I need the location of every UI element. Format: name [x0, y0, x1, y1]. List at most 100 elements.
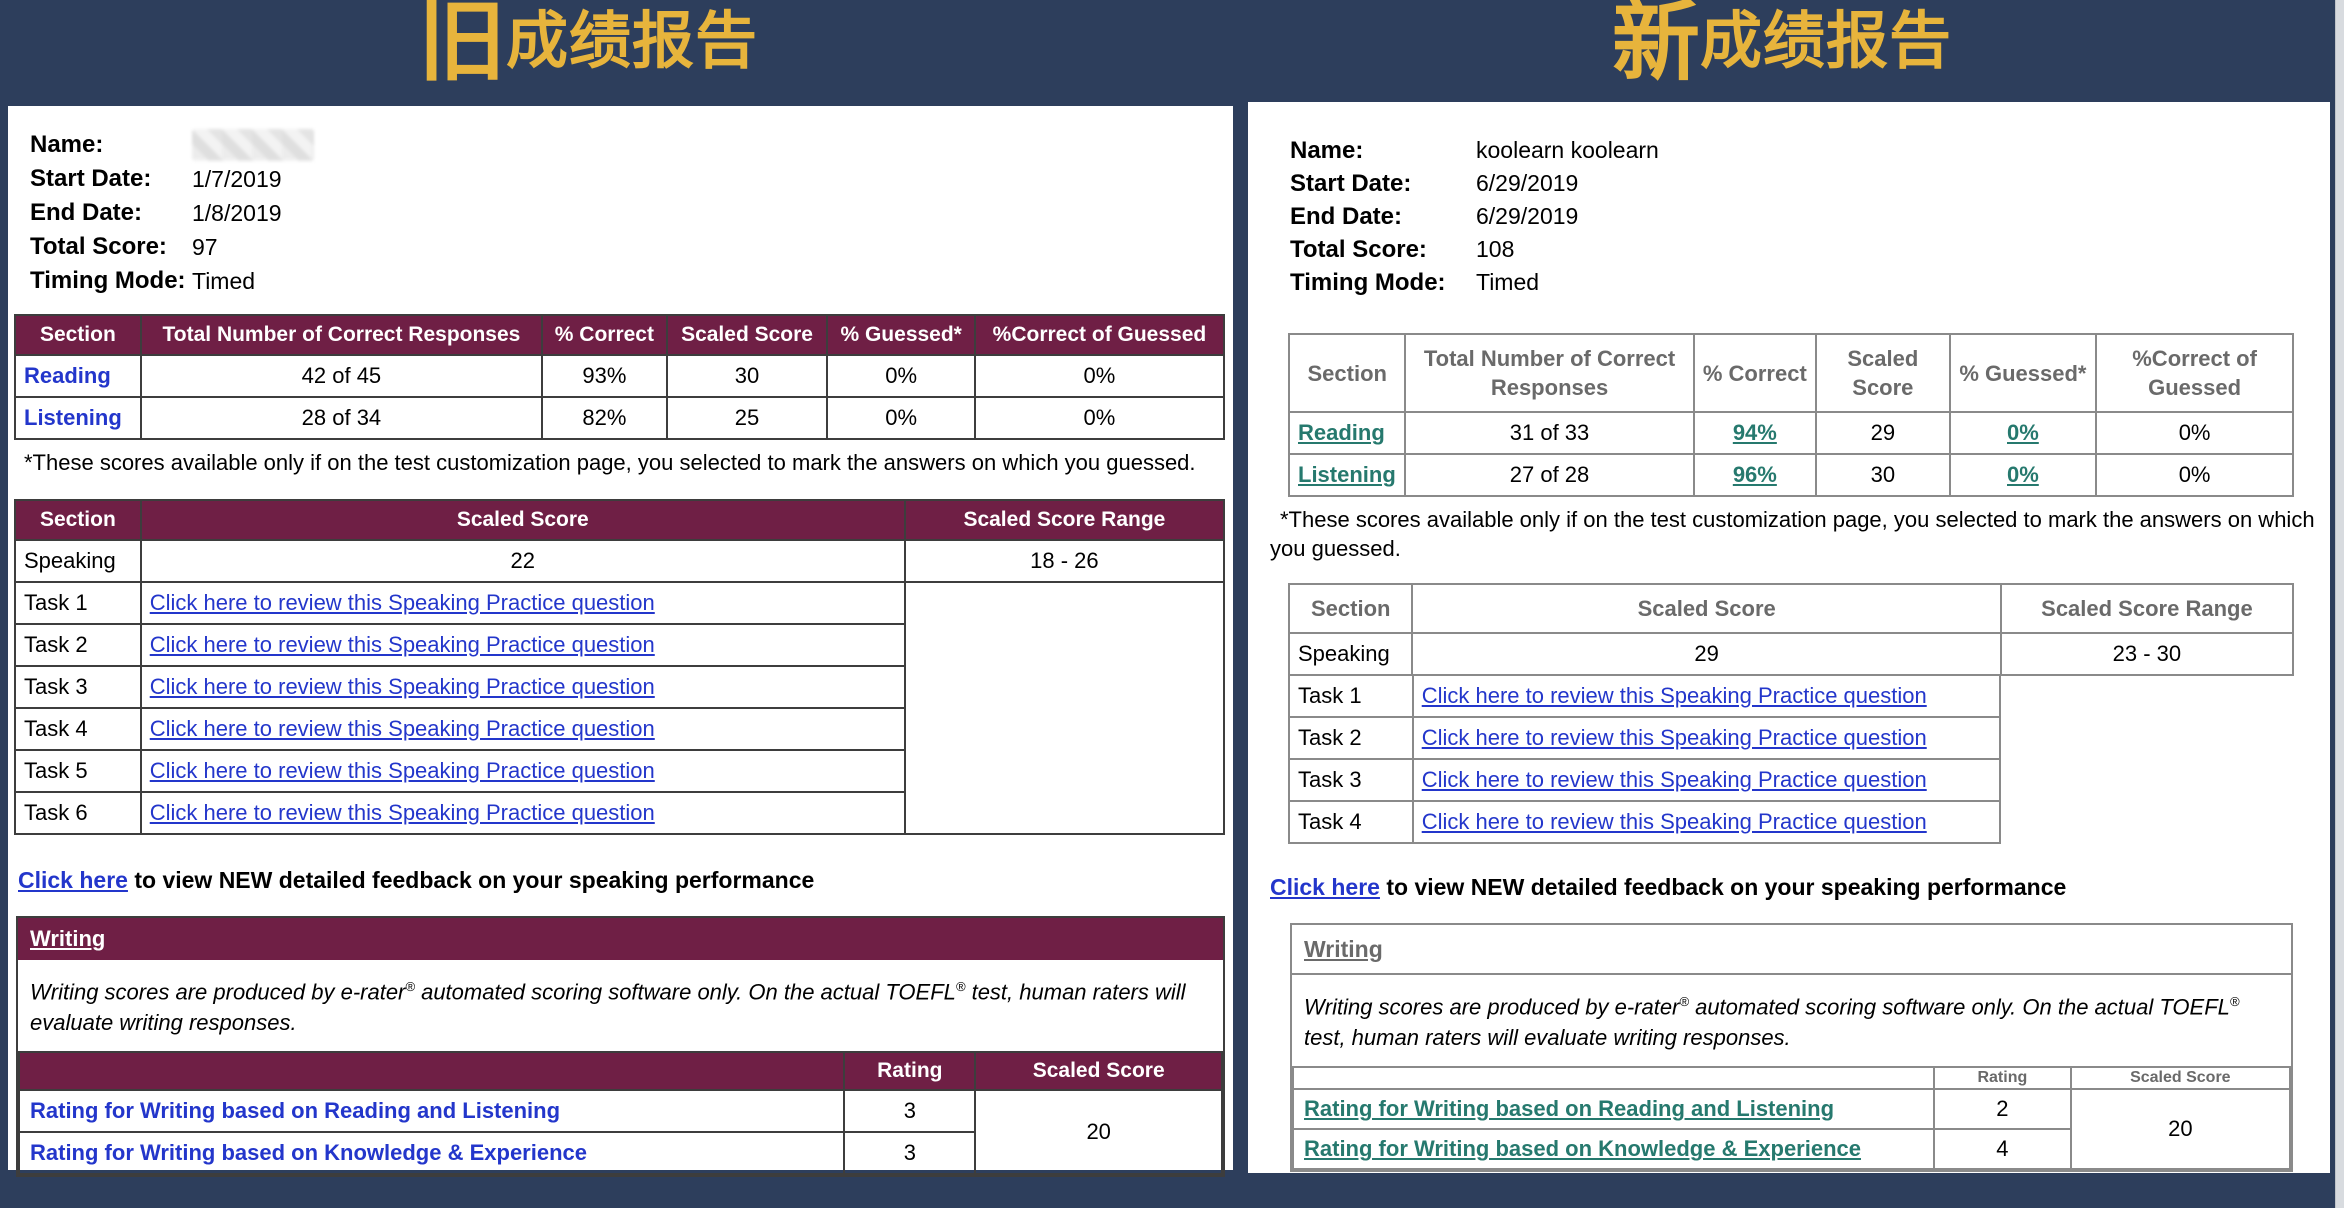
- info-row: End Date: 6/29/2019: [1290, 200, 2294, 233]
- new-writing-section: Writing Writing scores are produced by e…: [1290, 923, 2293, 1173]
- speaking-feedback-line: Click here to view NEW detailed feedback…: [18, 867, 1225, 894]
- task-row: Task 4 Click here to review this Speakin…: [1288, 800, 2002, 844]
- info-value: 6/29/2019: [1476, 170, 1579, 196]
- rating-value: 2: [1933, 1088, 2072, 1131]
- info-row: Timing Mode: Timed: [30, 264, 1225, 298]
- rating-value: 3: [843, 1131, 977, 1176]
- writing-rating-link[interactable]: Rating for Writing based on Reading and …: [30, 1098, 561, 1124]
- new-title-text: 成绩报告: [1700, 7, 1953, 76]
- reading-section-link[interactable]: Reading: [1298, 420, 1385, 445]
- correct-responses-cell: 42 of 45: [139, 354, 544, 398]
- speaking-task-link[interactable]: Click here to review this Speaking Pract…: [149, 674, 655, 699]
- guess-footnote: *These scores available only if on the t…: [1270, 507, 2315, 561]
- pct-correct-cell: 93%: [541, 354, 668, 398]
- column-header: Rating: [843, 1051, 977, 1092]
- task-label: Task 6: [14, 791, 142, 835]
- writing-title: Writing: [1304, 935, 1383, 962]
- task-label: Task 1: [1288, 674, 1414, 718]
- speaking-task-link[interactable]: Click here to review this Speaking Pract…: [149, 758, 655, 783]
- writing-rating-link[interactable]: Rating for Writing based on Knowledge & …: [1304, 1136, 1861, 1162]
- info-label: End Date:: [1290, 202, 1403, 230]
- feedback-link[interactable]: Click here: [1270, 874, 1380, 900]
- scrollbar-strip[interactable]: [2335, 0, 2344, 1208]
- writing-disclaimer: Writing scores are produced by e-rater® …: [1304, 994, 2240, 1051]
- writing-rating-link[interactable]: Rating for Writing based on Knowledge & …: [30, 1140, 587, 1166]
- pct-guessed-link[interactable]: 0%: [2007, 420, 2039, 445]
- speaking-task-link[interactable]: Click here to review this Speaking Pract…: [1421, 809, 1927, 834]
- task-row: Task 1 Click here to review this Speakin…: [14, 581, 1226, 835]
- info-value: Timed: [1476, 269, 1540, 295]
- pct-guessed-link[interactable]: 0%: [2007, 462, 2039, 487]
- rating-value: 3: [843, 1089, 977, 1134]
- task-label: Task 3: [14, 665, 142, 709]
- registered-mark: ®: [1679, 994, 1689, 1009]
- scaled-score-cell: 25: [665, 396, 829, 440]
- info-label: Timing Mode:: [1290, 268, 1446, 296]
- speaking-section-cell: Speaking: [1287, 632, 1414, 676]
- info-row: Name: koolearn koolearn: [1290, 134, 2294, 167]
- writing-disclaimer: Writing scores are produced by e-rater® …: [30, 979, 1186, 1036]
- new-section-scores-table: Section Total Number of Correct Response…: [1287, 333, 2294, 497]
- column-header: %Correct of Guessed: [973, 314, 1226, 356]
- speaking-score-row: Speaking 22 18 - 26: [14, 539, 1226, 583]
- speaking-feedback-line: Click here to view NEW detailed feedback…: [1270, 874, 2294, 901]
- speaking-task-link[interactable]: Click here to review this Speaking Pract…: [149, 590, 655, 615]
- info-row: Timing Mode: Timed: [1290, 266, 2294, 299]
- writing-scaled-score: 20: [2069, 1088, 2292, 1171]
- task-row: Task 5 Click here to review this Speakin…: [14, 749, 1224, 793]
- speaking-task-link[interactable]: Click here to review this Speaking Pract…: [149, 800, 655, 825]
- new-speaking-tasks-table: Task 1 Click here to review this Speakin…: [1288, 674, 2002, 844]
- info-row: Name:: [30, 128, 1225, 162]
- listening-section-link[interactable]: Listening: [1298, 462, 1396, 487]
- column-header: Section: [1287, 333, 1407, 413]
- task-row: Task 4 Click here to review this Speakin…: [14, 707, 1224, 751]
- pct-correct-cell: 82%: [541, 396, 668, 440]
- info-label: Start Date:: [1290, 169, 1412, 197]
- column-header: Scaled Score: [665, 314, 829, 356]
- range-merged-empty-cell: [903, 581, 1226, 835]
- column-header: Section: [1287, 583, 1414, 634]
- writing-header-bar: Writing: [18, 918, 1223, 960]
- pct-guessed-cell: 0%: [826, 354, 976, 398]
- old-title-text: 成绩报告: [506, 7, 759, 76]
- pct-correct-link[interactable]: 94%: [1732, 420, 1777, 445]
- task-label: Task 1: [14, 581, 142, 625]
- speaking-task-link[interactable]: Click here to review this Speaking Pract…: [149, 716, 655, 741]
- pct-correct-link[interactable]: 96%: [1732, 462, 1777, 487]
- reading-section-link[interactable]: Reading: [24, 363, 111, 388]
- new-title-big-char: 新: [1612, 0, 1701, 91]
- pct-correct-guessed-cell: 0%: [2095, 453, 2294, 497]
- correct-responses-cell: 28 of 34: [139, 396, 544, 440]
- table-row: Listening 27 of 28 96% 30 0% 0%: [1287, 453, 2294, 497]
- old-report-title: 旧成绩报告: [418, 0, 758, 92]
- registered-mark: ®: [955, 979, 966, 994]
- speaking-task-link[interactable]: Click here to review this Speaking Pract…: [149, 632, 655, 657]
- writing-header-bar: Writing: [1292, 925, 2291, 975]
- new-speaking-table: Section Scaled Score Scaled Score Range …: [1287, 583, 2295, 676]
- column-header: Scaled Score: [974, 1051, 1223, 1092]
- empty-header-cell: [1291, 1066, 1936, 1091]
- feedback-link[interactable]: Click here: [18, 867, 128, 893]
- task-label: Task 5: [14, 749, 142, 793]
- old-writing-ratings-table: Rating Scaled Score Rating for Writing b…: [17, 1051, 1223, 1176]
- speaking-task-link[interactable]: Click here to review this Speaking Pract…: [1421, 767, 1927, 792]
- scaled-score-cell: 29: [1815, 411, 1951, 455]
- speaking-score-row: Speaking 29 23 - 30: [1287, 632, 2295, 676]
- pct-guessed-cell: 0%: [826, 396, 976, 440]
- registered-mark: ®: [405, 979, 415, 994]
- info-label: Name:: [1290, 136, 1364, 164]
- correct-responses-cell: 31 of 33: [1404, 411, 1695, 455]
- speaking-task-link[interactable]: Click here to review this Speaking Pract…: [1421, 683, 1927, 708]
- column-header: Scaled Score Range: [1999, 583, 2295, 634]
- column-header: % Correct: [1692, 333, 1818, 413]
- info-value: 108: [1476, 236, 1515, 262]
- listening-section-link[interactable]: Listening: [24, 405, 122, 430]
- table-row: Rating for Writing based on Knowledge & …: [17, 1131, 1222, 1176]
- new-writing-ratings-table: Rating Scaled Score Rating for Writing b…: [1291, 1066, 2292, 1171]
- info-label: Name:: [30, 131, 104, 158]
- table-row: Rating for Writing based on Reading and …: [17, 1089, 1223, 1176]
- writing-rating-link[interactable]: Rating for Writing based on Reading and …: [1304, 1096, 1835, 1122]
- speaking-task-link[interactable]: Click here to review this Speaking Pract…: [1421, 725, 1927, 750]
- scaled-score-cell: 30: [665, 354, 829, 398]
- speaking-range-cell: 18 - 26: [903, 539, 1226, 583]
